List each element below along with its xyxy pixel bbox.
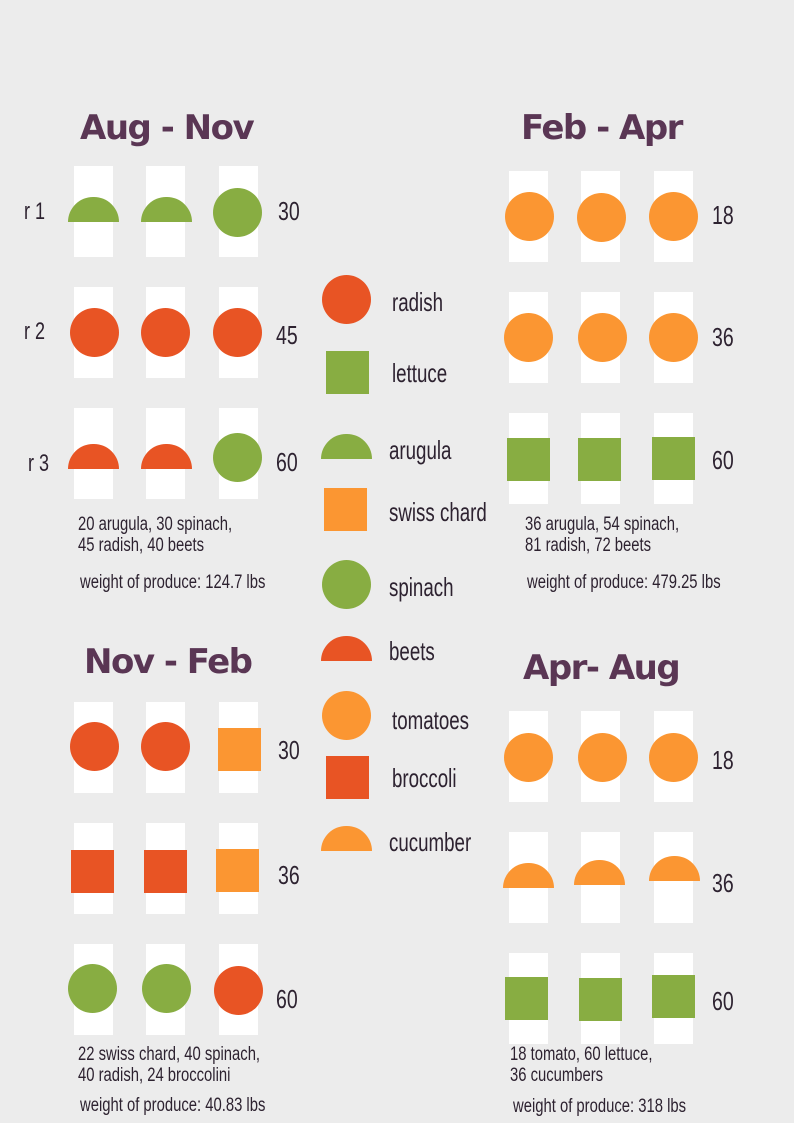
radish-icon bbox=[141, 308, 190, 357]
row-value: 36 bbox=[712, 868, 734, 898]
row-value: 45 bbox=[276, 320, 298, 350]
crop-summary: 20 arugula, 30 spinach, 45 radish, 40 be… bbox=[78, 514, 232, 556]
tomatoes-icon bbox=[505, 192, 554, 241]
spinach-icon bbox=[322, 560, 371, 609]
spinach-icon bbox=[213, 188, 262, 237]
broccoli-icon bbox=[326, 756, 369, 799]
tomatoes-icon bbox=[578, 313, 627, 362]
crop-summary-line: 18 tomato, 60 lettuce, bbox=[510, 1044, 653, 1065]
panel-title: Feb - Apr bbox=[521, 108, 683, 148]
row-label: r 2 bbox=[24, 318, 46, 345]
legend-label: cucumber bbox=[389, 827, 472, 857]
row-value: 30 bbox=[278, 735, 300, 765]
panel-title: Nov - Feb bbox=[84, 642, 253, 682]
radish-icon bbox=[213, 308, 262, 357]
crop-summary-line: 36 arugula, 54 spinach, bbox=[525, 514, 680, 535]
lettuce-icon bbox=[652, 437, 695, 480]
row-value: 30 bbox=[278, 196, 300, 226]
crop-summary-line: 40 radish, 24 broccolini bbox=[78, 1065, 231, 1086]
spinach-icon bbox=[213, 433, 262, 482]
crop-summary-line: 36 cucumbers bbox=[510, 1065, 604, 1086]
crop-summary-line: 81 radish, 72 beets bbox=[525, 535, 652, 556]
produce-weight: weight of produce: 318 lbs bbox=[513, 1096, 687, 1117]
crop-summary-line: 22 swiss chard, 40 spinach, bbox=[78, 1044, 261, 1065]
legend-label: radish bbox=[392, 287, 443, 317]
legend-label: beets bbox=[389, 636, 435, 666]
row-value: 36 bbox=[712, 322, 734, 352]
legend-label: lettuce bbox=[392, 358, 448, 388]
legend-label: tomatoes bbox=[392, 705, 470, 735]
lettuce-icon bbox=[326, 351, 369, 394]
lettuce-icon bbox=[505, 977, 548, 1020]
produce-weight: weight of produce: 124.7 lbs bbox=[80, 572, 266, 593]
spinach-icon bbox=[142, 964, 191, 1013]
spinach-icon bbox=[68, 964, 117, 1013]
arugula-icon bbox=[321, 434, 372, 459]
tomatoes-icon bbox=[649, 313, 698, 362]
panel-title: Apr- Aug bbox=[523, 648, 681, 688]
radish-icon bbox=[141, 722, 190, 771]
row-value: 60 bbox=[276, 984, 298, 1014]
row-value: 60 bbox=[276, 447, 298, 477]
broccoli-icon bbox=[71, 850, 114, 893]
row-value: 18 bbox=[712, 745, 734, 775]
tomatoes-icon bbox=[504, 313, 553, 362]
tomatoes-icon bbox=[322, 691, 371, 740]
crop-summary-line: 45 radish, 40 beets bbox=[78, 535, 205, 556]
lettuce-icon bbox=[507, 438, 550, 481]
tomatoes-icon bbox=[649, 192, 698, 241]
row-value: 60 bbox=[712, 445, 734, 475]
tomatoes-icon bbox=[577, 193, 626, 242]
panel-title: Aug - Nov bbox=[80, 108, 255, 148]
tomatoes-icon bbox=[504, 733, 553, 782]
radish-icon bbox=[322, 275, 371, 324]
lettuce-icon bbox=[578, 438, 621, 481]
broccoli-icon bbox=[144, 850, 187, 893]
row-value: 18 bbox=[712, 200, 734, 230]
beets-icon bbox=[321, 636, 372, 661]
row-value: 60 bbox=[712, 986, 734, 1016]
produce-weight: weight of produce: 479.25 lbs bbox=[527, 572, 721, 593]
crop-summary-line: 20 arugula, 30 spinach, bbox=[78, 514, 233, 535]
legend-label: broccoli bbox=[392, 763, 457, 793]
cucumber-icon bbox=[321, 826, 372, 851]
row-label: r 1 bbox=[24, 198, 46, 225]
legend-label: arugula bbox=[389, 435, 452, 465]
lettuce-icon bbox=[652, 975, 695, 1018]
radish-icon bbox=[70, 722, 119, 771]
tomatoes-icon bbox=[578, 733, 627, 782]
lettuce-icon bbox=[579, 978, 622, 1021]
crop-summary: 36 arugula, 54 spinach, 81 radish, 72 be… bbox=[525, 514, 679, 556]
tomatoes-icon bbox=[649, 733, 698, 782]
swiss-chard-icon bbox=[216, 849, 259, 892]
swiss-chard-icon bbox=[218, 728, 261, 771]
radish-icon bbox=[70, 308, 119, 357]
crop-summary: 22 swiss chard, 40 spinach, 40 radish, 2… bbox=[78, 1044, 260, 1086]
legend-label: swiss chard bbox=[389, 497, 487, 527]
row-label: r 3 bbox=[28, 450, 50, 477]
row-value: 36 bbox=[278, 860, 300, 890]
swiss-chard-icon bbox=[324, 488, 367, 531]
legend-label: spinach bbox=[389, 572, 454, 602]
crop-summary: 18 tomato, 60 lettuce, 36 cucumbers bbox=[510, 1044, 653, 1086]
radish-icon bbox=[214, 966, 263, 1015]
produce-weight: weight of produce: 40.83 lbs bbox=[80, 1095, 266, 1116]
